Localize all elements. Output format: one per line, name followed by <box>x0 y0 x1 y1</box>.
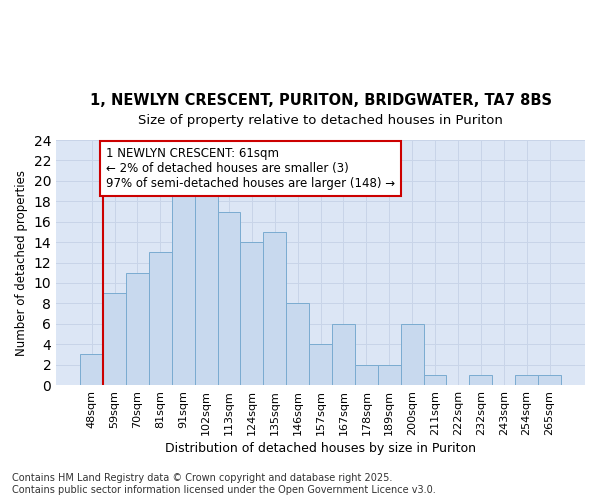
Bar <box>401 324 424 385</box>
Bar <box>286 304 309 385</box>
Bar <box>332 324 355 385</box>
X-axis label: Distribution of detached houses by size in Puriton: Distribution of detached houses by size … <box>165 442 476 455</box>
Bar <box>538 375 561 385</box>
Text: 1, NEWLYN CRESCENT, PURITON, BRIDGWATER, TA7 8BS: 1, NEWLYN CRESCENT, PURITON, BRIDGWATER,… <box>89 93 551 108</box>
Bar <box>469 375 492 385</box>
Bar <box>355 364 378 385</box>
Y-axis label: Number of detached properties: Number of detached properties <box>15 170 28 356</box>
Bar <box>241 242 263 385</box>
Text: Size of property relative to detached houses in Puriton: Size of property relative to detached ho… <box>138 114 503 126</box>
Bar <box>80 354 103 385</box>
Bar <box>515 375 538 385</box>
Bar <box>263 232 286 385</box>
Bar <box>309 344 332 385</box>
Bar <box>424 375 446 385</box>
Text: 1 NEWLYN CRESCENT: 61sqm
← 2% of detached houses are smaller (3)
97% of semi-det: 1 NEWLYN CRESCENT: 61sqm ← 2% of detache… <box>106 147 395 190</box>
Bar <box>378 364 401 385</box>
Bar <box>218 212 241 385</box>
Text: Contains HM Land Registry data © Crown copyright and database right 2025.
Contai: Contains HM Land Registry data © Crown c… <box>12 474 436 495</box>
Bar <box>172 181 194 385</box>
Bar <box>194 181 218 385</box>
Bar <box>103 293 126 385</box>
Bar <box>149 252 172 385</box>
Bar <box>126 273 149 385</box>
